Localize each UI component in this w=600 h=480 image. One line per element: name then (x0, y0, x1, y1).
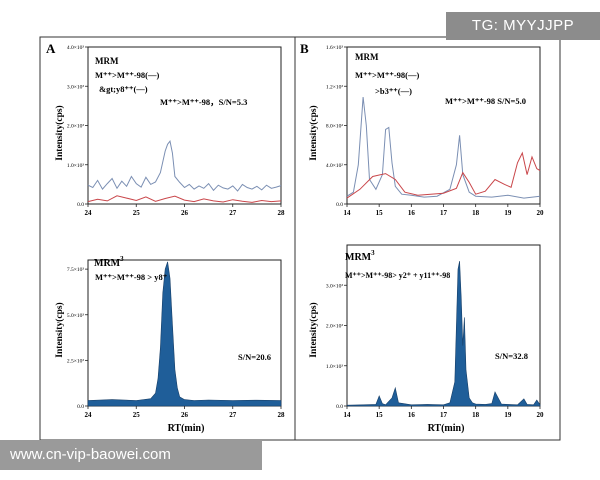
plot-b-bottom: 14 15 16 17 18 19 20 0.0 1.0×10³ 2.0×10³ 3.0×10³ (326, 244, 545, 419)
mode-label-a-bottom: MRM3 (94, 255, 124, 269)
transition-a-top-line2: &gt;y8⁺⁺(—) (99, 84, 148, 94)
series-area-b-bottom (346, 261, 541, 407)
x-tick-label-b-top: 16 (408, 209, 416, 217)
y-tick-label-b-top: 0.0 (336, 202, 343, 208)
y-tick-label-b-bottom: 1.0×10³ (326, 364, 343, 370)
y-tick-label-a-top: 3.0×10³ (67, 84, 84, 90)
sn-text-a-bottom: S/N=20.6 (238, 352, 271, 362)
x-tick-label-a-bottom: 26 (181, 411, 189, 419)
series-line-b-top-red (346, 151, 541, 199)
y-tick-label-a-bottom: 5.0×10³ (67, 313, 84, 319)
sn-text-a-top: M⁺⁺>M⁺⁺-98，S/N=5.3 (160, 97, 247, 107)
x-tick-label-b-bottom: 18 (472, 411, 480, 419)
series-line-a-top-blue (87, 140, 282, 192)
y-tick-label-a-top: 4.0×10³ (67, 45, 84, 51)
mode-label-a-bottom-sup: 3 (120, 255, 124, 263)
x-tick-label-b-bottom: 17 (440, 411, 448, 419)
transition-b-bottom: M⁺⁺>M⁺⁺-98> y2⁺ + y11⁺⁺-98 (345, 271, 450, 280)
x-tick-label-b-top: 17 (440, 209, 448, 217)
x-tick-label-a-top: 28 (278, 209, 286, 217)
y-tick-label-a-top: 1.0×10³ (67, 163, 84, 169)
x-tick-label-b-top: 19 (504, 209, 512, 217)
x-tick-label-a-top: 24 (85, 209, 93, 217)
x-tick-label-a-bottom: 27 (229, 411, 237, 419)
transition-b-top-line2: >b3⁺⁺(—) (375, 86, 412, 96)
mode-label-a-top: MRM (95, 56, 119, 66)
x-tick-label-b-bottom: 19 (504, 411, 512, 419)
panel-letter-a: A (46, 41, 56, 56)
x-tick-label-b-top: 20 (537, 209, 545, 217)
transition-a-bottom: M⁺⁺>M⁺⁺-98 > y8⁺ (95, 272, 168, 282)
x-tick-label-a-bottom: 25 (133, 411, 141, 419)
series-area-a-bottom (87, 261, 282, 407)
x-tick-label-b-top: 15 (376, 209, 384, 217)
watermark-bottom: www.cn-vip-baowei.com (0, 440, 262, 470)
series-line-a-top-red (87, 195, 282, 203)
series-line-b-top-blue (346, 96, 541, 199)
x-axis-label-b: RT(min) (428, 423, 465, 434)
y-axis-label-b-top: Intensity(cps) (308, 105, 319, 160)
plot-a-top: 24 25 26 27 28 0.0 1.0×10³ 2.0×10³ 3.0×10³ 4.0×10… (67, 45, 285, 217)
mode-label-b-bottom: MRM3 (345, 249, 375, 263)
y-axis-label-a-bottom: Intensity(cps) (54, 302, 65, 357)
x-tick-label-b-bottom: 16 (408, 411, 416, 419)
y-tick-label-a-top: 0.0 (77, 202, 84, 208)
y-axis-label-a-top: Intensity(cps) (54, 105, 65, 160)
x-tick-label-a-bottom: 24 (85, 411, 93, 419)
plot-b-top: 14 15 16 17 18 19 20 0.0 4.0×10² 8.0×10² 1.2×10³ 1.… (326, 45, 544, 217)
x-tick-label-b-bottom: 20 (537, 411, 545, 419)
x-axis-label-a: RT(min) (168, 423, 205, 434)
x-tick-label-b-bottom: 15 (376, 411, 384, 419)
x-tick-label-b-bottom: 14 (344, 411, 352, 419)
mode-label-b-bottom-text: MRM (345, 252, 372, 263)
y-tick-label-b-top: 1.2×10³ (326, 84, 343, 90)
x-tick-label-b-top: 14 (344, 209, 352, 217)
mode-label-b-top: MRM (355, 52, 379, 62)
y-tick-label-b-top: 1.6×10³ (326, 45, 343, 51)
panel-b-frame (294, 36, 561, 441)
x-tick-label-a-top: 26 (181, 209, 189, 217)
mode-label-b-bottom-sup: 3 (371, 249, 375, 257)
y-tick-label-b-top: 4.0×10² (326, 163, 343, 169)
axes-b-bottom (346, 244, 541, 407)
y-tick-label-a-top: 2.0×10³ (67, 124, 84, 130)
y-tick-label-b-top: 8.0×10² (326, 124, 343, 130)
sn-text-b-top: M⁺⁺>M⁺⁺-98 S/N=5.0 (445, 96, 526, 106)
x-tick-label-a-bottom: 28 (278, 411, 286, 419)
y-tick-label-a-bottom: 0.0 (77, 404, 84, 410)
y-tick-label-b-bottom: 2.0×10³ (326, 324, 343, 330)
y-tick-label-a-bottom: 7.5×10³ (67, 267, 84, 273)
y-tick-label-b-bottom: 0.0 (336, 404, 343, 410)
x-tick-label-a-top: 27 (229, 209, 237, 217)
watermark-top: TG: MYYJJPP (446, 12, 600, 40)
transition-a-top-line1: M⁺⁺>M⁺⁺-98(—) (95, 70, 159, 80)
y-axis-label-b-bottom: Intensity(cps) (308, 302, 319, 357)
transition-b-top-line1: M⁺⁺>M⁺⁺-98(—) (355, 70, 419, 80)
plot-a-bottom: 24 25 26 27 28 0.0 2.5×10³ 5.0×10³ 7.5×10³ (67, 259, 286, 419)
mode-label-a-bottom-text: MRM (94, 258, 121, 269)
panel-letter-b: B (300, 41, 309, 56)
y-tick-label-a-bottom: 2.5×10³ (67, 358, 84, 364)
x-tick-label-a-top: 25 (133, 209, 141, 217)
sn-text-b-bottom: S/N=32.8 (495, 351, 528, 361)
y-tick-label-b-bottom: 3.0×10³ (326, 283, 343, 289)
x-tick-label-b-top: 18 (472, 209, 480, 217)
